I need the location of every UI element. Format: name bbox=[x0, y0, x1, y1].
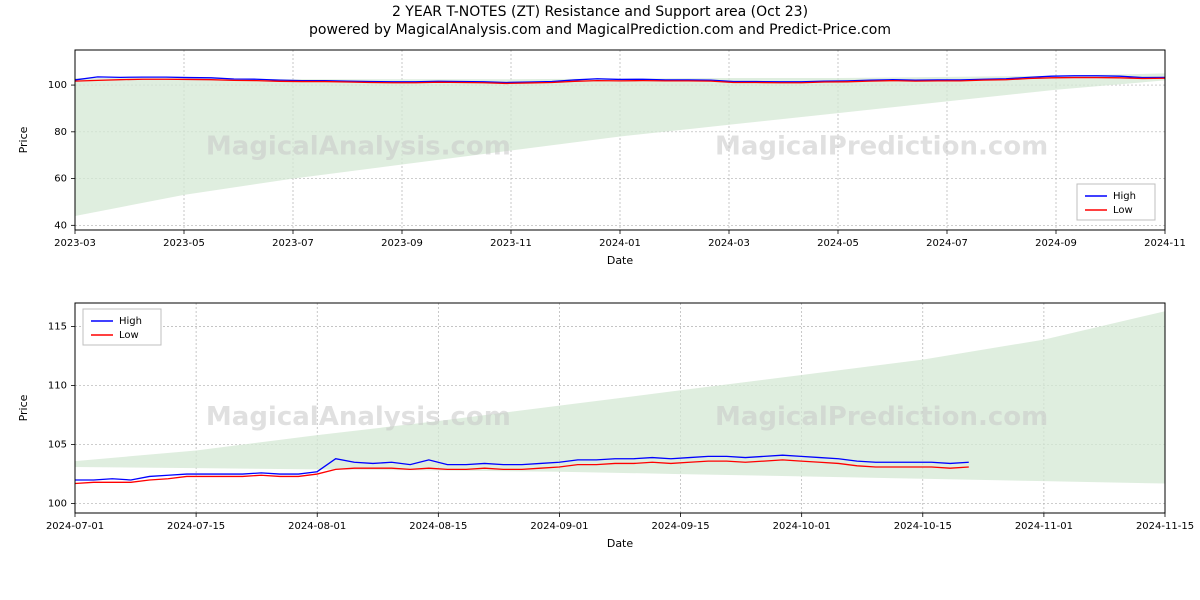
x-tick-label: 2024-09 bbox=[1035, 238, 1077, 249]
x-tick-label: 2024-09-01 bbox=[530, 521, 588, 532]
chart-2: 100 105 110 115 2024-07-01 2024-07-15 2024-08-… bbox=[0, 283, 1200, 573]
x-tick-label: 2024-03 bbox=[708, 238, 750, 249]
x-axis-label: Date bbox=[607, 254, 634, 267]
y-tick-label: 60 bbox=[54, 174, 67, 185]
legend-high-label: High bbox=[119, 316, 142, 327]
x-tick-label: 2023-09 bbox=[381, 238, 423, 249]
support-resistance-area bbox=[75, 311, 1165, 483]
y-tick-label: 100 bbox=[48, 499, 67, 510]
x-tick-label: 2024-01 bbox=[599, 238, 641, 249]
x-tick-label: 2024-08-15 bbox=[409, 521, 467, 532]
x-tick-label: 2024-07-01 bbox=[46, 521, 104, 532]
watermark-left: MagicalAnalysis.com bbox=[206, 402, 511, 432]
x-tick-label: 2024-09-15 bbox=[651, 521, 709, 532]
legend-high-label: High bbox=[1113, 191, 1136, 202]
x-tick-label: 2023-05 bbox=[163, 238, 205, 249]
x-tick-label: 2024-05 bbox=[817, 238, 859, 249]
watermark-left: MagicalAnalysis.com bbox=[206, 131, 511, 161]
legend-low-label: Low bbox=[119, 330, 139, 341]
y-axis-label: Price bbox=[17, 126, 30, 153]
x-tick-label: 2023-03 bbox=[54, 238, 96, 249]
y-tick-label: 115 bbox=[48, 322, 67, 333]
x-tick-label: 2024-08-01 bbox=[288, 521, 346, 532]
watermark-right: MagicalPrediction.com bbox=[715, 131, 1048, 161]
x-tick-label: 2024-07 bbox=[926, 238, 968, 249]
y-tick-label: 105 bbox=[48, 440, 67, 451]
x-tick-label: 2023-11 bbox=[490, 238, 532, 249]
y-tick-label: 80 bbox=[54, 127, 67, 138]
chart-1: 40 60 80 100 2023-03 2023-05 2023-07 2023-09 202… bbox=[0, 38, 1200, 283]
x-tick-label: 2024-07-15 bbox=[167, 521, 225, 532]
chart-title: 2 YEAR T-NOTES (ZT) Resistance and Suppo… bbox=[0, 4, 1200, 20]
x-tick-label: 2023-07 bbox=[272, 238, 314, 249]
x-tick-label: 2024-11-01 bbox=[1015, 521, 1073, 532]
y-axis-label: Price bbox=[17, 394, 30, 421]
x-tick-label: 2024-10-15 bbox=[894, 521, 952, 532]
x-tick-label: 2024-10-01 bbox=[773, 521, 831, 532]
y-tick-label: 100 bbox=[48, 80, 67, 91]
y-tick-label: 40 bbox=[54, 220, 67, 231]
legend-low-label: Low bbox=[1113, 205, 1133, 216]
chart-subtitle: powered by MagicalAnalysis.com and Magic… bbox=[0, 22, 1200, 38]
y-tick-label: 110 bbox=[48, 381, 67, 392]
x-tick-label: 2024-11 bbox=[1144, 238, 1186, 249]
watermark-right: MagicalPrediction.com bbox=[715, 402, 1048, 432]
x-tick-label: 2024-11-15 bbox=[1136, 521, 1194, 532]
x-axis-label: Date bbox=[607, 537, 634, 550]
